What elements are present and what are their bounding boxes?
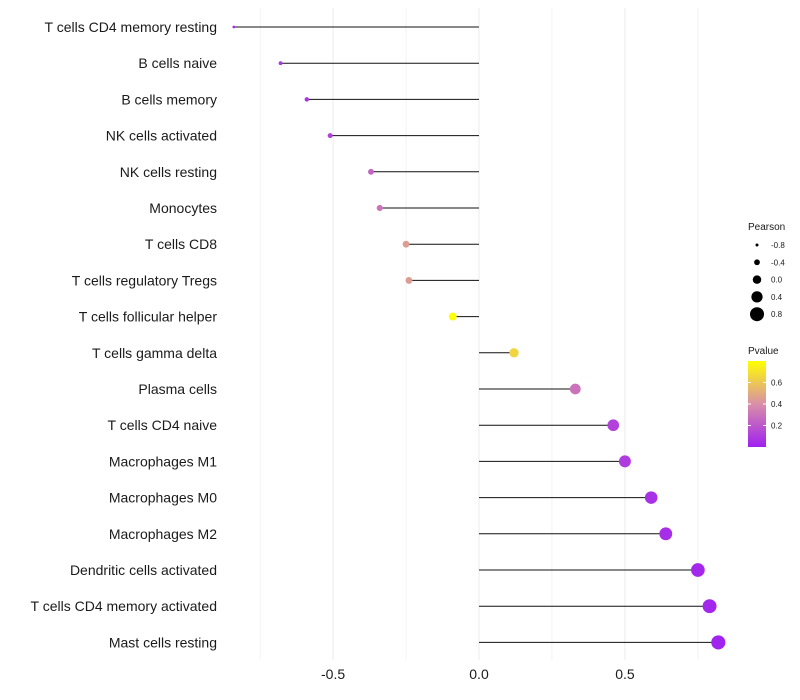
category-label: T cells CD4 memory resting [45, 19, 217, 35]
category-label: Plasma cells [138, 381, 217, 397]
pearson-legend-key [752, 275, 762, 284]
pearson-legend-label: 0.8 [771, 310, 783, 319]
lollipop-dot [659, 527, 673, 541]
lollipop-dot [607, 419, 620, 432]
category-label: NK cells resting [120, 164, 217, 180]
category-label: Macrophages M2 [109, 526, 217, 542]
lollipop-dot [644, 491, 658, 504]
pearson-legend-label: 0.0 [771, 276, 783, 285]
lollipop-dot [327, 133, 333, 139]
pearson-size-legend: Pearson -0.8 -0.4 0.0 0.4 0.8 [748, 222, 785, 322]
x-tick-label: 0.5 [615, 666, 635, 682]
lollipop-dot [232, 25, 236, 29]
category-label: NK cells activated [106, 128, 217, 144]
pearson-legend-label: -0.4 [771, 258, 785, 267]
pearson-legend-title: Pearson [748, 222, 785, 233]
lollipop-dot [618, 455, 631, 468]
category-label: Macrophages M1 [109, 453, 217, 469]
category-label: Mast cells resting [109, 634, 217, 650]
pearson-legend-key [754, 259, 760, 266]
category-label: Macrophages M0 [109, 490, 217, 506]
lollipop-dot [376, 204, 383, 212]
pearson-legend-key [751, 291, 763, 303]
lollipop-dot [405, 276, 413, 284]
pvalue-color-legend: Pvalue 0.2 0.4 0.6 [748, 346, 783, 447]
lollipop-dot [702, 599, 717, 614]
category-label: T cells follicular helper [79, 309, 218, 325]
category-label: T cells CD4 naive [108, 417, 218, 433]
category-labels: T cells CD4 memory resting B cells naive B… [31, 19, 218, 650]
pvalue-legend-label: 0.2 [771, 422, 783, 431]
pvalue-colorbar [748, 361, 766, 447]
category-label: T cells gamma delta [92, 345, 217, 361]
category-label: Monocytes [149, 200, 217, 216]
lollipop-dot [304, 97, 310, 102]
pvalue-legend-title: Pvalue [748, 346, 779, 357]
lollipop-dot [569, 383, 581, 395]
pvalue-legend-label: 0.6 [771, 379, 783, 388]
category-label: T cells CD8 [145, 236, 217, 252]
lollipop-dot [278, 61, 283, 66]
lollipop-dot [509, 348, 519, 358]
x-tick-label: -0.5 [321, 666, 345, 682]
lollipop-dot [691, 563, 705, 577]
x-axis-ticks: -0.5 0.0 0.5 [321, 666, 635, 682]
pearson-legend-key [750, 307, 764, 322]
x-tick-label: 0.0 [469, 666, 489, 682]
stem-layer [233, 26, 719, 643]
category-label: Dendritic cells activated [70, 562, 217, 578]
lollipop-dot [402, 240, 410, 248]
category-label: B cells naive [138, 55, 217, 71]
category-label: B cells memory [121, 91, 217, 107]
category-label: T cells CD4 memory activated [31, 598, 217, 614]
lollipop-dot [448, 312, 457, 321]
lollipop-dot [711, 635, 726, 650]
lollipop-dot [368, 168, 374, 175]
pearson-legend-key [755, 243, 759, 247]
dot-layer [232, 25, 726, 650]
pearson-legend-label: -0.8 [771, 241, 785, 250]
grid-layer [259, 8, 699, 660]
category-label: T cells regulatory Tregs [72, 272, 217, 288]
pearson-legend-label: 0.4 [771, 293, 783, 302]
pvalue-legend-label: 0.4 [771, 400, 783, 409]
